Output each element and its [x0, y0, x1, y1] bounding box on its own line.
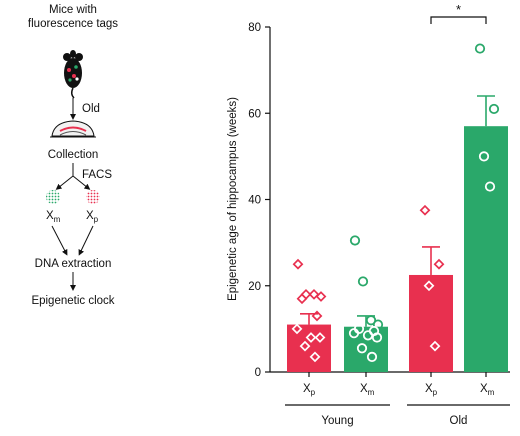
- data-point: [314, 332, 326, 343]
- step-collection-label: Collection: [48, 149, 99, 161]
- data-point: [291, 323, 303, 335]
- y-axis-label: Epigenetic age of hippocampus (weeks): [227, 97, 239, 301]
- data-point: [474, 43, 486, 54]
- data-point: [349, 235, 361, 246]
- data-point: [308, 288, 320, 300]
- data-point: [357, 276, 369, 287]
- data-point: [292, 258, 304, 270]
- significance-bracket: [430, 16, 487, 24]
- xm-label: Xm: [46, 210, 61, 224]
- data-point: [299, 340, 311, 352]
- data-point: [433, 258, 445, 270]
- step-dna-label: DNA extraction: [35, 258, 112, 270]
- y-tick-label: 0: [255, 367, 261, 379]
- group-label: Young: [321, 415, 353, 427]
- data-point: [429, 340, 441, 352]
- bar: [409, 274, 453, 372]
- chart-marks: 0 20 40 60 80 Xp Xm Xp Xm Young Old *: [248, 2, 510, 427]
- mouse-icon: [63, 50, 83, 99]
- bar: [464, 126, 508, 372]
- data-point: [423, 280, 435, 292]
- data-point: [366, 351, 378, 363]
- data-point: [365, 315, 377, 326]
- data-point: [356, 343, 368, 354]
- y-tick-label: 40: [248, 195, 261, 207]
- data-point: [296, 293, 308, 305]
- step-old-label: Old: [82, 103, 100, 115]
- y-tick-label: 20: [248, 281, 261, 293]
- x-tick-label: Xp: [425, 383, 438, 397]
- significance-label: *: [456, 2, 461, 17]
- arrow-to-xp: [72, 175, 91, 190]
- data-point: [488, 103, 500, 115]
- data-point: [305, 332, 317, 343]
- step-clock-label: Epigenetic clock: [31, 295, 114, 307]
- arrow-xp-to-dna: [78, 225, 94, 256]
- data-point: [419, 204, 431, 216]
- x-tick-label: Xp: [303, 383, 316, 397]
- data-point: [371, 332, 383, 343]
- arrow-to-xm: [55, 175, 74, 190]
- workflow-title-line1: Mice with: [49, 4, 97, 16]
- workflow-title-line2: fluorescence tags: [28, 18, 118, 30]
- y-tick-label: 80: [248, 22, 261, 34]
- bar: [287, 324, 331, 372]
- x-tick-label: Xm: [480, 383, 495, 397]
- xp-cells-icon: [86, 190, 100, 204]
- data-point: [484, 181, 496, 192]
- step-facs-label: FACS: [82, 169, 112, 181]
- workflow-panel: Mice with fluorescence tags Old Collecti…: [28, 4, 118, 307]
- data-point: [348, 328, 360, 339]
- data-point: [311, 310, 323, 322]
- xp-label: Xp: [86, 210, 99, 224]
- group-label: Old: [450, 415, 468, 427]
- x-tick-label: Xm: [360, 383, 375, 397]
- data-point: [362, 330, 374, 341]
- bar-chart: Epigenetic age of hippocampus (weeks) 0 2…: [227, 2, 510, 427]
- xm-cells-icon: [46, 190, 60, 204]
- data-point: [315, 291, 327, 302]
- y-tick-label: 60: [248, 108, 261, 120]
- brain-icon: [50, 120, 96, 138]
- data-point: [478, 151, 490, 162]
- data-point: [309, 351, 321, 363]
- arrow-xm-to-dna: [51, 225, 68, 256]
